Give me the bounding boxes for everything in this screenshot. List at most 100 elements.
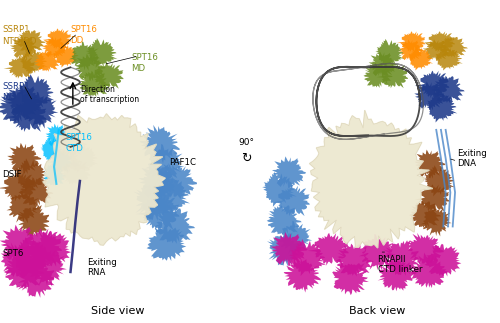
Polygon shape: [88, 63, 124, 89]
Polygon shape: [266, 205, 302, 236]
Polygon shape: [54, 44, 79, 68]
Polygon shape: [10, 36, 38, 60]
Polygon shape: [16, 205, 50, 237]
Polygon shape: [138, 162, 178, 200]
Polygon shape: [383, 240, 419, 276]
Polygon shape: [284, 257, 321, 293]
Polygon shape: [56, 130, 87, 158]
Polygon shape: [150, 175, 190, 215]
Text: MD: MD: [2, 93, 16, 102]
Polygon shape: [424, 244, 462, 276]
Polygon shape: [270, 232, 308, 267]
Polygon shape: [408, 233, 444, 266]
Text: SPT6: SPT6: [2, 249, 24, 258]
Text: RNAPII
CTD linker: RNAPII CTD linker: [378, 255, 422, 274]
Polygon shape: [432, 76, 464, 103]
Polygon shape: [27, 246, 67, 287]
Polygon shape: [50, 148, 82, 174]
Polygon shape: [158, 163, 197, 199]
Polygon shape: [46, 123, 68, 148]
Polygon shape: [0, 243, 40, 278]
Polygon shape: [16, 30, 46, 53]
Text: DSIF: DSIF: [2, 170, 22, 179]
Text: Exiting
RNA: Exiting RNA: [87, 258, 117, 277]
Text: Back view: Back view: [350, 306, 406, 316]
Polygon shape: [308, 233, 348, 266]
Polygon shape: [420, 205, 452, 236]
Polygon shape: [398, 39, 424, 61]
Polygon shape: [144, 144, 184, 184]
Polygon shape: [69, 41, 100, 71]
Polygon shape: [135, 194, 180, 230]
Polygon shape: [6, 190, 40, 223]
Polygon shape: [424, 165, 455, 196]
Polygon shape: [409, 201, 441, 228]
Polygon shape: [67, 143, 98, 173]
Polygon shape: [16, 258, 54, 298]
Polygon shape: [42, 36, 68, 58]
Polygon shape: [146, 225, 186, 261]
Polygon shape: [134, 182, 172, 221]
Polygon shape: [408, 47, 433, 70]
Polygon shape: [74, 54, 106, 81]
Polygon shape: [18, 177, 54, 207]
Polygon shape: [4, 253, 45, 289]
Polygon shape: [56, 159, 90, 185]
Polygon shape: [336, 244, 374, 276]
Polygon shape: [414, 81, 446, 110]
Polygon shape: [414, 71, 450, 98]
Text: CTD: CTD: [66, 144, 84, 153]
Polygon shape: [0, 172, 36, 201]
Polygon shape: [376, 63, 408, 88]
Polygon shape: [0, 90, 36, 123]
Polygon shape: [422, 39, 451, 61]
Polygon shape: [411, 253, 449, 288]
Polygon shape: [14, 159, 48, 192]
Polygon shape: [359, 234, 396, 271]
Text: DD: DD: [70, 36, 84, 45]
Polygon shape: [267, 233, 300, 266]
Text: SSRP1: SSRP1: [2, 25, 30, 34]
Text: SPT16: SPT16: [70, 25, 98, 34]
Text: SPT16: SPT16: [132, 53, 158, 62]
Polygon shape: [414, 150, 446, 179]
Polygon shape: [438, 36, 468, 57]
Polygon shape: [397, 31, 426, 52]
Text: PAF1C: PAF1C: [169, 158, 196, 167]
Polygon shape: [368, 51, 397, 78]
Polygon shape: [7, 143, 42, 174]
Text: Exiting
DNA: Exiting DNA: [458, 149, 487, 168]
Polygon shape: [278, 221, 312, 255]
Polygon shape: [86, 38, 118, 68]
Polygon shape: [18, 74, 54, 111]
Polygon shape: [424, 31, 455, 52]
Polygon shape: [78, 71, 110, 97]
Polygon shape: [376, 39, 404, 67]
Polygon shape: [364, 63, 392, 88]
Polygon shape: [434, 47, 463, 70]
Polygon shape: [154, 208, 195, 244]
Polygon shape: [18, 228, 62, 264]
Polygon shape: [22, 92, 59, 129]
Polygon shape: [11, 237, 51, 278]
Polygon shape: [332, 262, 369, 295]
Polygon shape: [310, 110, 433, 248]
Polygon shape: [289, 239, 327, 276]
Text: Direction
of transcription: Direction of transcription: [80, 85, 139, 104]
Text: SPT16: SPT16: [66, 133, 92, 142]
Polygon shape: [426, 91, 458, 122]
Polygon shape: [6, 84, 43, 119]
Text: Side view: Side view: [91, 306, 144, 316]
Polygon shape: [43, 163, 66, 186]
Polygon shape: [43, 114, 166, 245]
Text: NTD/DD: NTD/DD: [2, 36, 37, 45]
Polygon shape: [0, 225, 40, 263]
Polygon shape: [414, 184, 450, 212]
Polygon shape: [43, 28, 72, 49]
Polygon shape: [19, 48, 48, 75]
Polygon shape: [40, 137, 64, 162]
Polygon shape: [6, 99, 46, 132]
Text: MD: MD: [132, 65, 145, 73]
Text: 90°: 90°: [238, 138, 254, 147]
Polygon shape: [47, 150, 72, 172]
